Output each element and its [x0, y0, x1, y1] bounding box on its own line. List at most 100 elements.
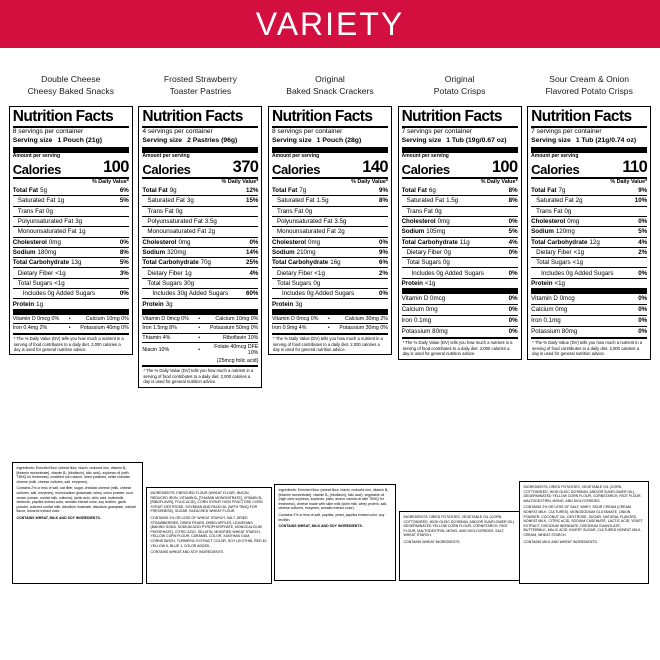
nutrient-label: Protein 3g — [142, 301, 256, 308]
nutrient-label: Saturated Fat 1.5g — [272, 197, 377, 204]
nutrient-label: Total Sugars <1g — [531, 259, 645, 266]
nutrient-label: Polyunsaturated Fat 3.5g — [272, 218, 386, 225]
vitamin-pair-row: Vitamin D 0mcg 0% • Calcium 30mg 2% — [272, 315, 388, 323]
vitamin-row: Iron 0.1mg 0% — [401, 314, 518, 326]
nutrient-daily-value: 8% — [379, 197, 388, 205]
nutrient-amount: <1g — [572, 259, 584, 267]
vitamin-left: Vitamin D 0mcg 0% — [271, 315, 319, 322]
serving-size-value: 1 Pouch (28g) — [316, 137, 362, 145]
serving-size-label: Serving size — [12, 137, 53, 145]
vitamin-right: Potassium 40mg 0% — [80, 325, 129, 332]
nutrient-daily-value: 4% — [249, 269, 259, 277]
nutrient-name: Protein — [142, 300, 164, 308]
nutrient-name: Total Sugars — [406, 259, 441, 267]
nutrient-daily-value — [127, 208, 129, 215]
nutrient-amount: 0mg — [567, 218, 580, 225]
nutrient-row: Total Carbohydrate 12g 4% — [531, 236, 648, 247]
nutrient-label: Sodium 180mg — [13, 249, 118, 256]
nutrient-daily-value: 0% — [508, 248, 518, 256]
nutrient-row: Cholesterol 0mg 0% — [271, 236, 388, 247]
nutrient-name: Total Sugars — [147, 279, 182, 287]
nutrient-row: Dietary Fiber <1g 2% — [271, 267, 388, 277]
servings-per-container: 7 servings per container — [401, 128, 472, 136]
nutrient-label: Trans Fat 0g — [142, 208, 256, 215]
nutrient-label: Total Fat 7g — [272, 187, 377, 194]
product-column-2: Frosted Strawberry Toaster Pastries Nutrit… — [138, 74, 264, 388]
nutrient-amount: <1g — [54, 279, 65, 287]
calories-label: Calories — [142, 161, 191, 177]
vitamin-label: Vitamin D 0mcg — [401, 295, 446, 303]
nutrient-name: Dietary Fiber — [536, 248, 572, 256]
vitamin-label: Calcium 0mg — [401, 306, 438, 314]
nutrient-amount: 13g — [71, 259, 82, 267]
ingredients-paragraph: CONTAINS 2% OR LESS OF SALT, WHEY, SOUR … — [523, 505, 643, 538]
nutrient-daily-value: 4% — [638, 238, 648, 246]
nutrient-row: Total Sugars 30g — [142, 277, 259, 288]
nutrient-label: Total Carbohydrate 12g — [531, 239, 636, 246]
nutrient-label: Dietary Fiber <1g — [272, 270, 377, 277]
ingredients-paragraph: Contains 2% or less of salt, oat fiber, … — [16, 486, 136, 514]
ingredients-paragraph: CONTAINS WHEAT AND SOY INGREDIENTS. — [150, 550, 224, 555]
nutrient-row: Sodium 180mg 8% — [12, 246, 129, 257]
vitamin-pair-row: Niacin 10% • Folate 40mcg DFE 10% — [142, 342, 259, 358]
daily-value-footnote: * The % Daily Value (DV) tells you how m… — [402, 340, 513, 357]
rule-under-title — [12, 125, 129, 128]
nutrient-daily-value: 0% — [508, 218, 518, 225]
servings-per-container: 4 servings per container — [142, 128, 213, 136]
nutrient-row: Total Sugars 0g — [271, 277, 388, 288]
vitamin-row: Vitamin D 0mcg 0% — [531, 294, 647, 304]
nutrient-label: Trans Fat 0g — [531, 208, 645, 215]
nutrient-label: Cholesterol 0mg — [402, 218, 507, 225]
nutrient-amount: 30g — [183, 279, 195, 287]
nutrient-row: Total Sugars 0g — [401, 257, 518, 267]
ingredients-paragraph: INGREDIENTS: ENRICHED FLOUR (WHEAT FLOUR… — [150, 491, 263, 514]
nutrition-facts-panel: Nutrition Facts 8 servings per container S… — [267, 106, 392, 356]
serving-size-value: 1 Pouch (21g) — [57, 137, 103, 145]
product-name-line2: Potato Crisps — [433, 85, 486, 96]
nutrient-amount: 0g — [175, 207, 183, 215]
nutrient-row: Dietary Fiber 0g 0% — [401, 246, 518, 257]
vitamin-left: Thiamin 4% — [142, 334, 171, 341]
nutrient-name: Dietary Fiber — [406, 248, 442, 256]
vitamin-daily-value: 0% — [638, 317, 648, 325]
nutrient-daily-value: 2% — [638, 248, 648, 256]
product-column-3: Original Baked Snack Crackers Nutrition Fa… — [267, 74, 393, 388]
vitamin-row: Vitamin D 0mcg 0% — [402, 294, 518, 304]
nutrient-amount: <1g — [314, 269, 325, 277]
vitamin-pair-row: Vitamin D 0mcg 0% • Calcium 10mg 0% — [142, 315, 258, 323]
daily-value-header: % Daily Value* — [221, 179, 259, 186]
nutrient-label: Cholesterol 0mg — [531, 218, 636, 225]
vitamin-daily-value: 0% — [508, 317, 518, 325]
nutrient-amount: 180mg — [37, 248, 57, 256]
product-name-line1: Original — [444, 74, 475, 84]
nutrient-row: Saturated Fat 1g 5% — [12, 195, 129, 205]
nutrient-daily-value: 14% — [246, 248, 259, 256]
vitamin-row: Calcium 0mg 0% — [401, 304, 518, 315]
nutrient-daily-value: 25% — [246, 259, 259, 267]
nutrient-row: Sodium 320mg 14% — [142, 246, 259, 257]
nutrient-row: Total Carbohydrate 13g 5% — [12, 257, 129, 267]
bullet-separator-icon: • — [327, 315, 330, 322]
nutrient-row: Total Sugars <1g — [531, 257, 648, 267]
nutrient-row: Cholesterol 0mg 0% — [531, 215, 648, 226]
nutrient-amount: 2g — [208, 228, 216, 236]
bullet-separator-icon: • — [68, 315, 71, 322]
nutrient-label: Cholesterol 0mg — [272, 239, 377, 246]
nutrient-label: Protein 1g — [13, 301, 127, 308]
nutrient-row: Total Fat 7g 9% — [531, 186, 647, 195]
serving-size-value: 2 Pastries (96g) — [187, 137, 238, 145]
calories-value: 100 — [491, 158, 518, 177]
nutrient-row: Monounsaturated Fat 1g — [12, 226, 129, 236]
calories-value: 100 — [103, 158, 129, 177]
nutrient-amount: 0g — [442, 259, 450, 267]
vitamin-pair-row: Thiamin 4% • Riboflavin 10% — [142, 332, 259, 342]
nutrient-amount: 1g — [57, 197, 65, 205]
ingredients-box: Ingredients: Enriched flour (wheat flour… — [12, 462, 143, 584]
nutrient-name: Monounsaturated Fat — [17, 228, 77, 236]
nutrient-row: Sodium 210mg 9% — [271, 246, 388, 257]
nutrient-amount: 12g — [589, 238, 600, 246]
nutrient-daily-value — [645, 208, 647, 215]
vitamin-row: Potassium 80mg 0% — [401, 325, 518, 337]
nutrient-daily-value: 4% — [508, 238, 518, 246]
nutrient-label: Cholesterol 0mg — [142, 239, 247, 246]
